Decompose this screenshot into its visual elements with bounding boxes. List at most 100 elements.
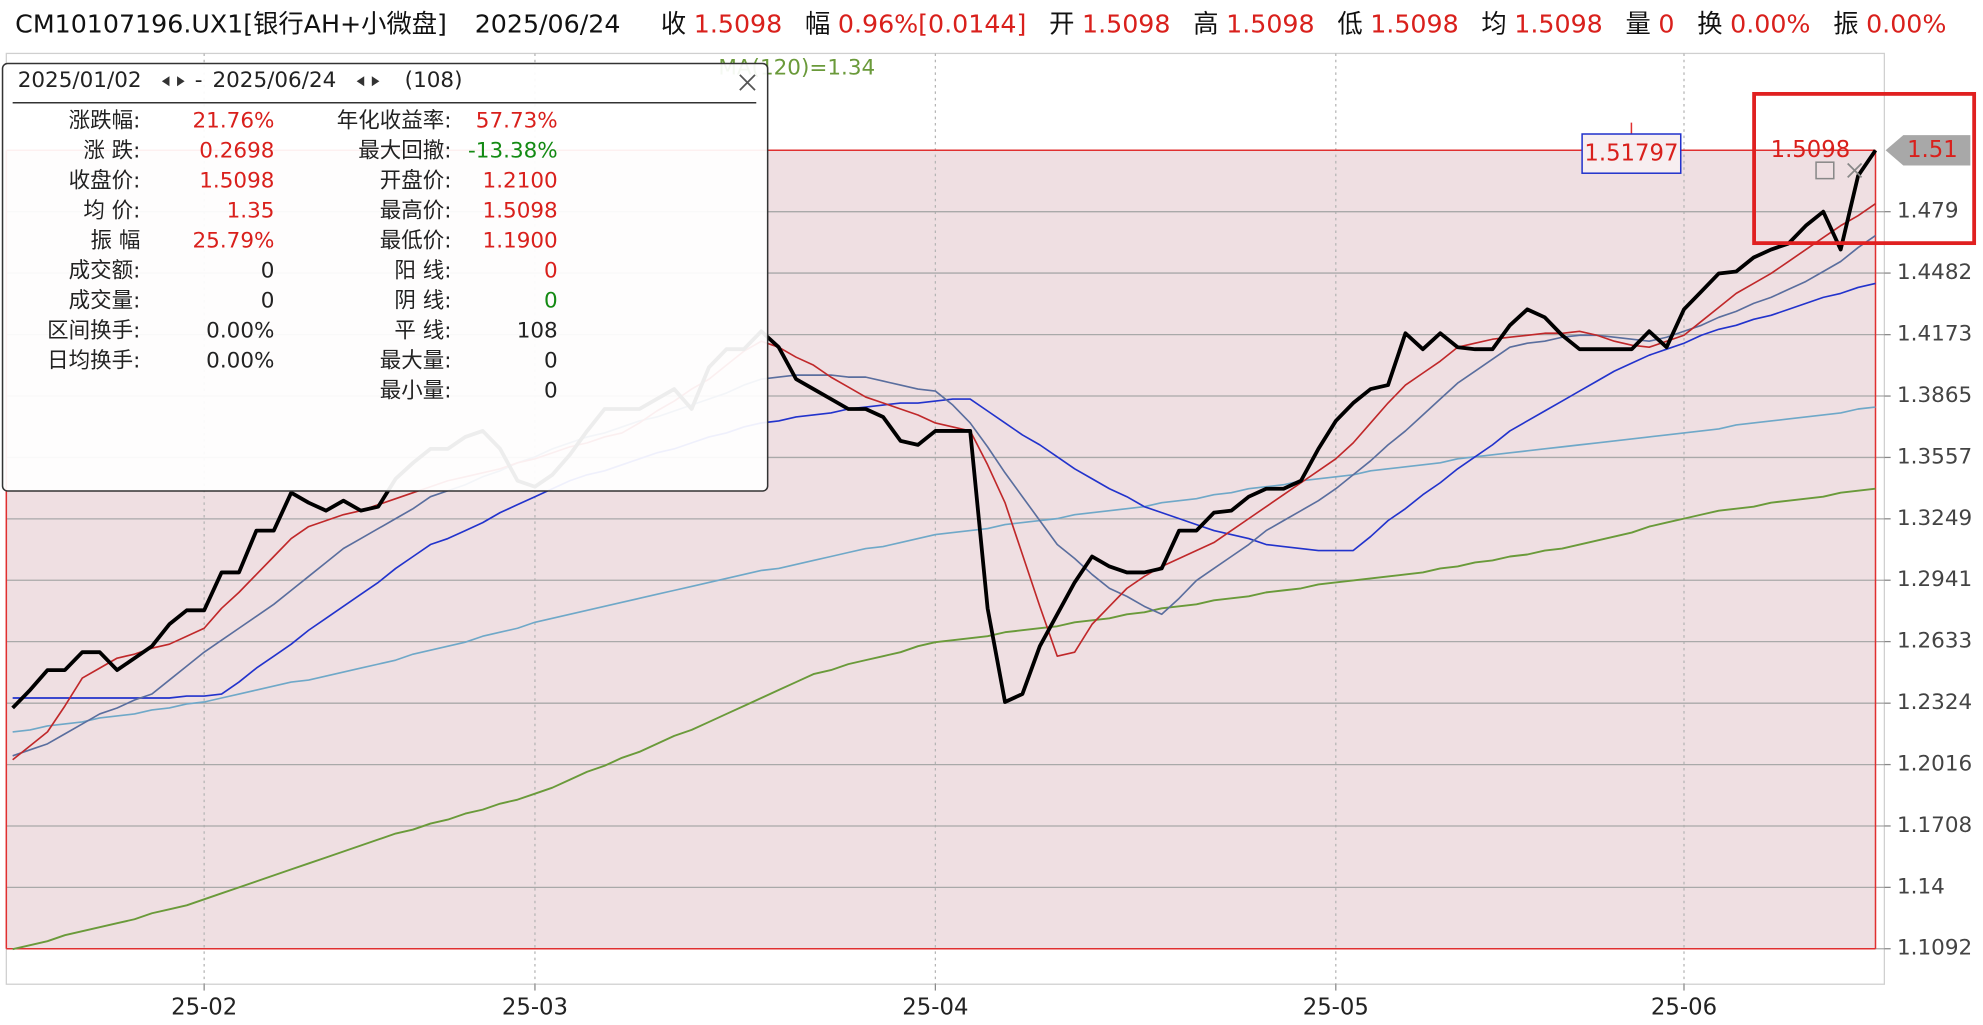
next-arrow[interactable]: [177, 76, 185, 87]
x-tick-label: 25-03: [502, 995, 568, 1021]
stat-value: 25.79%: [193, 229, 275, 254]
field-value: 1.5098: [694, 10, 782, 39]
y-tick-label: 1.3557: [1897, 444, 1972, 469]
field-label: 换: [1697, 10, 1722, 39]
field-value: 1.5098: [1082, 10, 1170, 39]
stat-value: 57.73%: [476, 109, 558, 134]
stat-value: 0: [544, 289, 558, 314]
field-label: 收: [661, 10, 686, 39]
series-line: [12, 282, 1876, 699]
y-tick-label: 1.2941: [1897, 567, 1972, 592]
stat-label: 日均换手:: [47, 348, 140, 373]
stat-value: 0.00%: [206, 319, 274, 344]
highlight-box: [1752, 91, 1977, 246]
overlay: [1752, 91, 1977, 246]
stat-label: 阴 线:: [394, 289, 451, 314]
stat-value: 1.5098: [199, 169, 274, 194]
stat-value: 0: [544, 348, 558, 373]
stat-label: 平 线:: [394, 319, 451, 344]
stat-label: 成交额:: [69, 259, 141, 284]
stat-label: 区间换手:: [47, 319, 140, 344]
maximize-icon[interactable]: [1815, 161, 1835, 180]
prev-arrow[interactable]: [356, 76, 365, 87]
panel-box: [1, 62, 769, 492]
field-label: 开: [1049, 10, 1074, 39]
field-value: 0: [1658, 10, 1674, 39]
stat-label: 最大回撤:: [358, 139, 451, 164]
stat-label: 涨 跌:: [83, 139, 140, 164]
y-tick-label: 1.14: [1897, 874, 1945, 899]
date: 2025/06/24: [475, 10, 621, 39]
price-tag: [1885, 135, 1971, 166]
last-price-label: 1.5098: [1771, 137, 1851, 163]
y-tick-label: 1.3865: [1897, 383, 1972, 408]
stat-value: 0.2698: [199, 139, 274, 164]
symbol: CM10107196.UX1[银行AH+小微盘]: [15, 10, 447, 39]
stat-label: 振 幅: [91, 229, 141, 254]
stat-label: 最低价:: [380, 229, 452, 254]
start-date: 2025/01/02: [18, 68, 142, 93]
end-date: 2025/06/24: [212, 68, 336, 93]
high-marker-box: [1581, 133, 1682, 174]
prev-arrow[interactable]: [161, 76, 170, 87]
next-arrow[interactable]: [371, 76, 380, 87]
field-label: 高: [1193, 10, 1218, 39]
stat-label: 最高价:: [380, 199, 452, 224]
panel-close[interactable]: [739, 74, 756, 91]
field-value: 0.96%[0.0144]: [838, 10, 1027, 39]
series-line: [12, 487, 1876, 951]
stat-label: 年化收益率:: [337, 109, 452, 134]
y-tick-label: 1.2016: [1897, 752, 1972, 777]
x-tick-label: 25-04: [902, 995, 968, 1021]
field-value: 0.00%: [1730, 10, 1810, 39]
field-label: 幅: [805, 10, 830, 39]
y-tick-label: 1.1092: [1897, 936, 1972, 961]
field-value: 1.5098: [1226, 10, 1314, 39]
field-label: 均: [1481, 10, 1506, 39]
y-tick-label: 1.4173: [1897, 322, 1972, 347]
stat-value: 0.00%: [206, 348, 274, 373]
series-line: [12, 203, 1876, 761]
stat-value: 1.1900: [483, 229, 558, 254]
close-icon[interactable]: [1847, 162, 1863, 178]
header: CM10107196.UX1[银行AH+小微盘] 2025/06/24 收 1.509…: [0, 0, 1983, 51]
y-tick-label: 1.1708: [1897, 813, 1972, 838]
stat-value: 21.76%: [193, 109, 275, 134]
period-count: (108): [405, 68, 463, 93]
x-tick-label: 25-06: [1651, 995, 1717, 1021]
stat-label: 均 价:: [83, 199, 140, 224]
y-tick-label: 1.479: [1897, 199, 1959, 224]
high-marker-label: 1.51797: [1584, 141, 1678, 167]
y-tick-label: 1.2633: [1897, 629, 1972, 654]
field-value: 0.00%: [1866, 10, 1946, 39]
series-line: [11, 149, 1878, 710]
field-label: 量: [1626, 10, 1651, 39]
series-line: [12, 406, 1876, 733]
stat-value: -13.38%: [468, 139, 558, 164]
date-separator: -: [195, 68, 203, 93]
field-label: 低: [1337, 10, 1362, 39]
stat-label: 阳 线:: [394, 259, 451, 284]
stat-value: 1.2100: [483, 169, 558, 194]
x-tick-label: 25-05: [1303, 995, 1369, 1021]
stat-label: 开盘价:: [380, 169, 452, 194]
stat-value: 0: [261, 259, 275, 284]
header-bg: [0, 0, 1983, 51]
y-tick-label: 1.3249: [1897, 506, 1972, 531]
stats-panel: 2025/01/02 - 2025/06/24 (108) 涨跌幅: 21.76%…: [1, 62, 769, 492]
stat-value: 0: [261, 289, 275, 314]
x-tick-label: 25-02: [171, 995, 237, 1021]
price-tag-label: 1.51: [1907, 137, 1958, 163]
stat-value: 0: [544, 378, 558, 403]
y-tick-label: 1.2324: [1897, 690, 1972, 715]
stat-value: 1.35: [227, 199, 275, 224]
stat-value: 1.5098: [483, 199, 558, 224]
y-tick-label: 1.4482: [1897, 260, 1972, 285]
stat-label: 成交量:: [69, 289, 141, 314]
stat-value: 0: [544, 259, 558, 284]
field-label: 振: [1833, 10, 1858, 39]
stat-label: 涨跌幅:: [69, 109, 141, 134]
stat-label: 收盘价:: [69, 169, 141, 194]
stat-label: 最大量:: [380, 348, 452, 373]
